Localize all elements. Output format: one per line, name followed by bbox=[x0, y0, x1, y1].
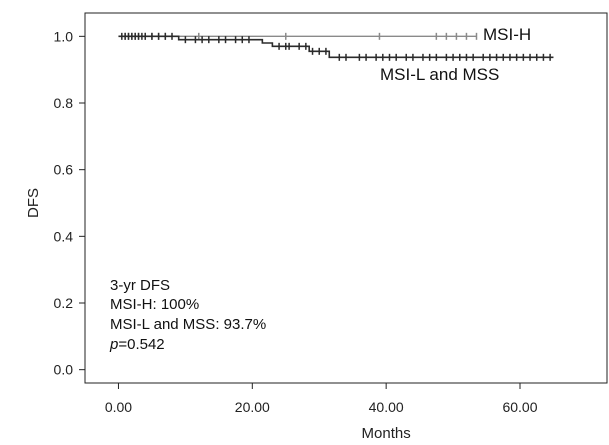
y-tick-label: 0.2 bbox=[54, 295, 74, 311]
x-tick-label: 60.00 bbox=[502, 399, 537, 415]
y-axis-title: DFS bbox=[25, 188, 42, 218]
y-tick-label: 0.8 bbox=[54, 95, 74, 111]
annotation-3yr-dfs: 3-yr DFS bbox=[110, 277, 170, 294]
y-tick-label: 0.4 bbox=[54, 228, 74, 244]
y-tick-label: 1.0 bbox=[54, 28, 74, 44]
y-tick-label: 0.0 bbox=[54, 362, 74, 378]
annotation-msi-l-mss-rate: MSI-L and MSS: 93.7% bbox=[110, 316, 266, 333]
p-symbol: p bbox=[109, 336, 118, 353]
x-tick-label: 0.00 bbox=[105, 399, 132, 415]
annotation-p-value: p=0.542 bbox=[109, 336, 165, 353]
p-value: =0.542 bbox=[118, 336, 164, 353]
series-label-msi-l-and-mss: MSI-L and MSS bbox=[380, 65, 499, 84]
x-axis-title: Months bbox=[362, 425, 411, 442]
annotation-msi-h-rate: MSI-H: 100% bbox=[110, 296, 199, 313]
x-tick-label: 40.00 bbox=[369, 399, 404, 415]
x-tick-label: 20.00 bbox=[235, 399, 270, 415]
series-label-msi-h: MSI-H bbox=[483, 25, 531, 44]
y-tick-label: 0.6 bbox=[54, 162, 74, 178]
